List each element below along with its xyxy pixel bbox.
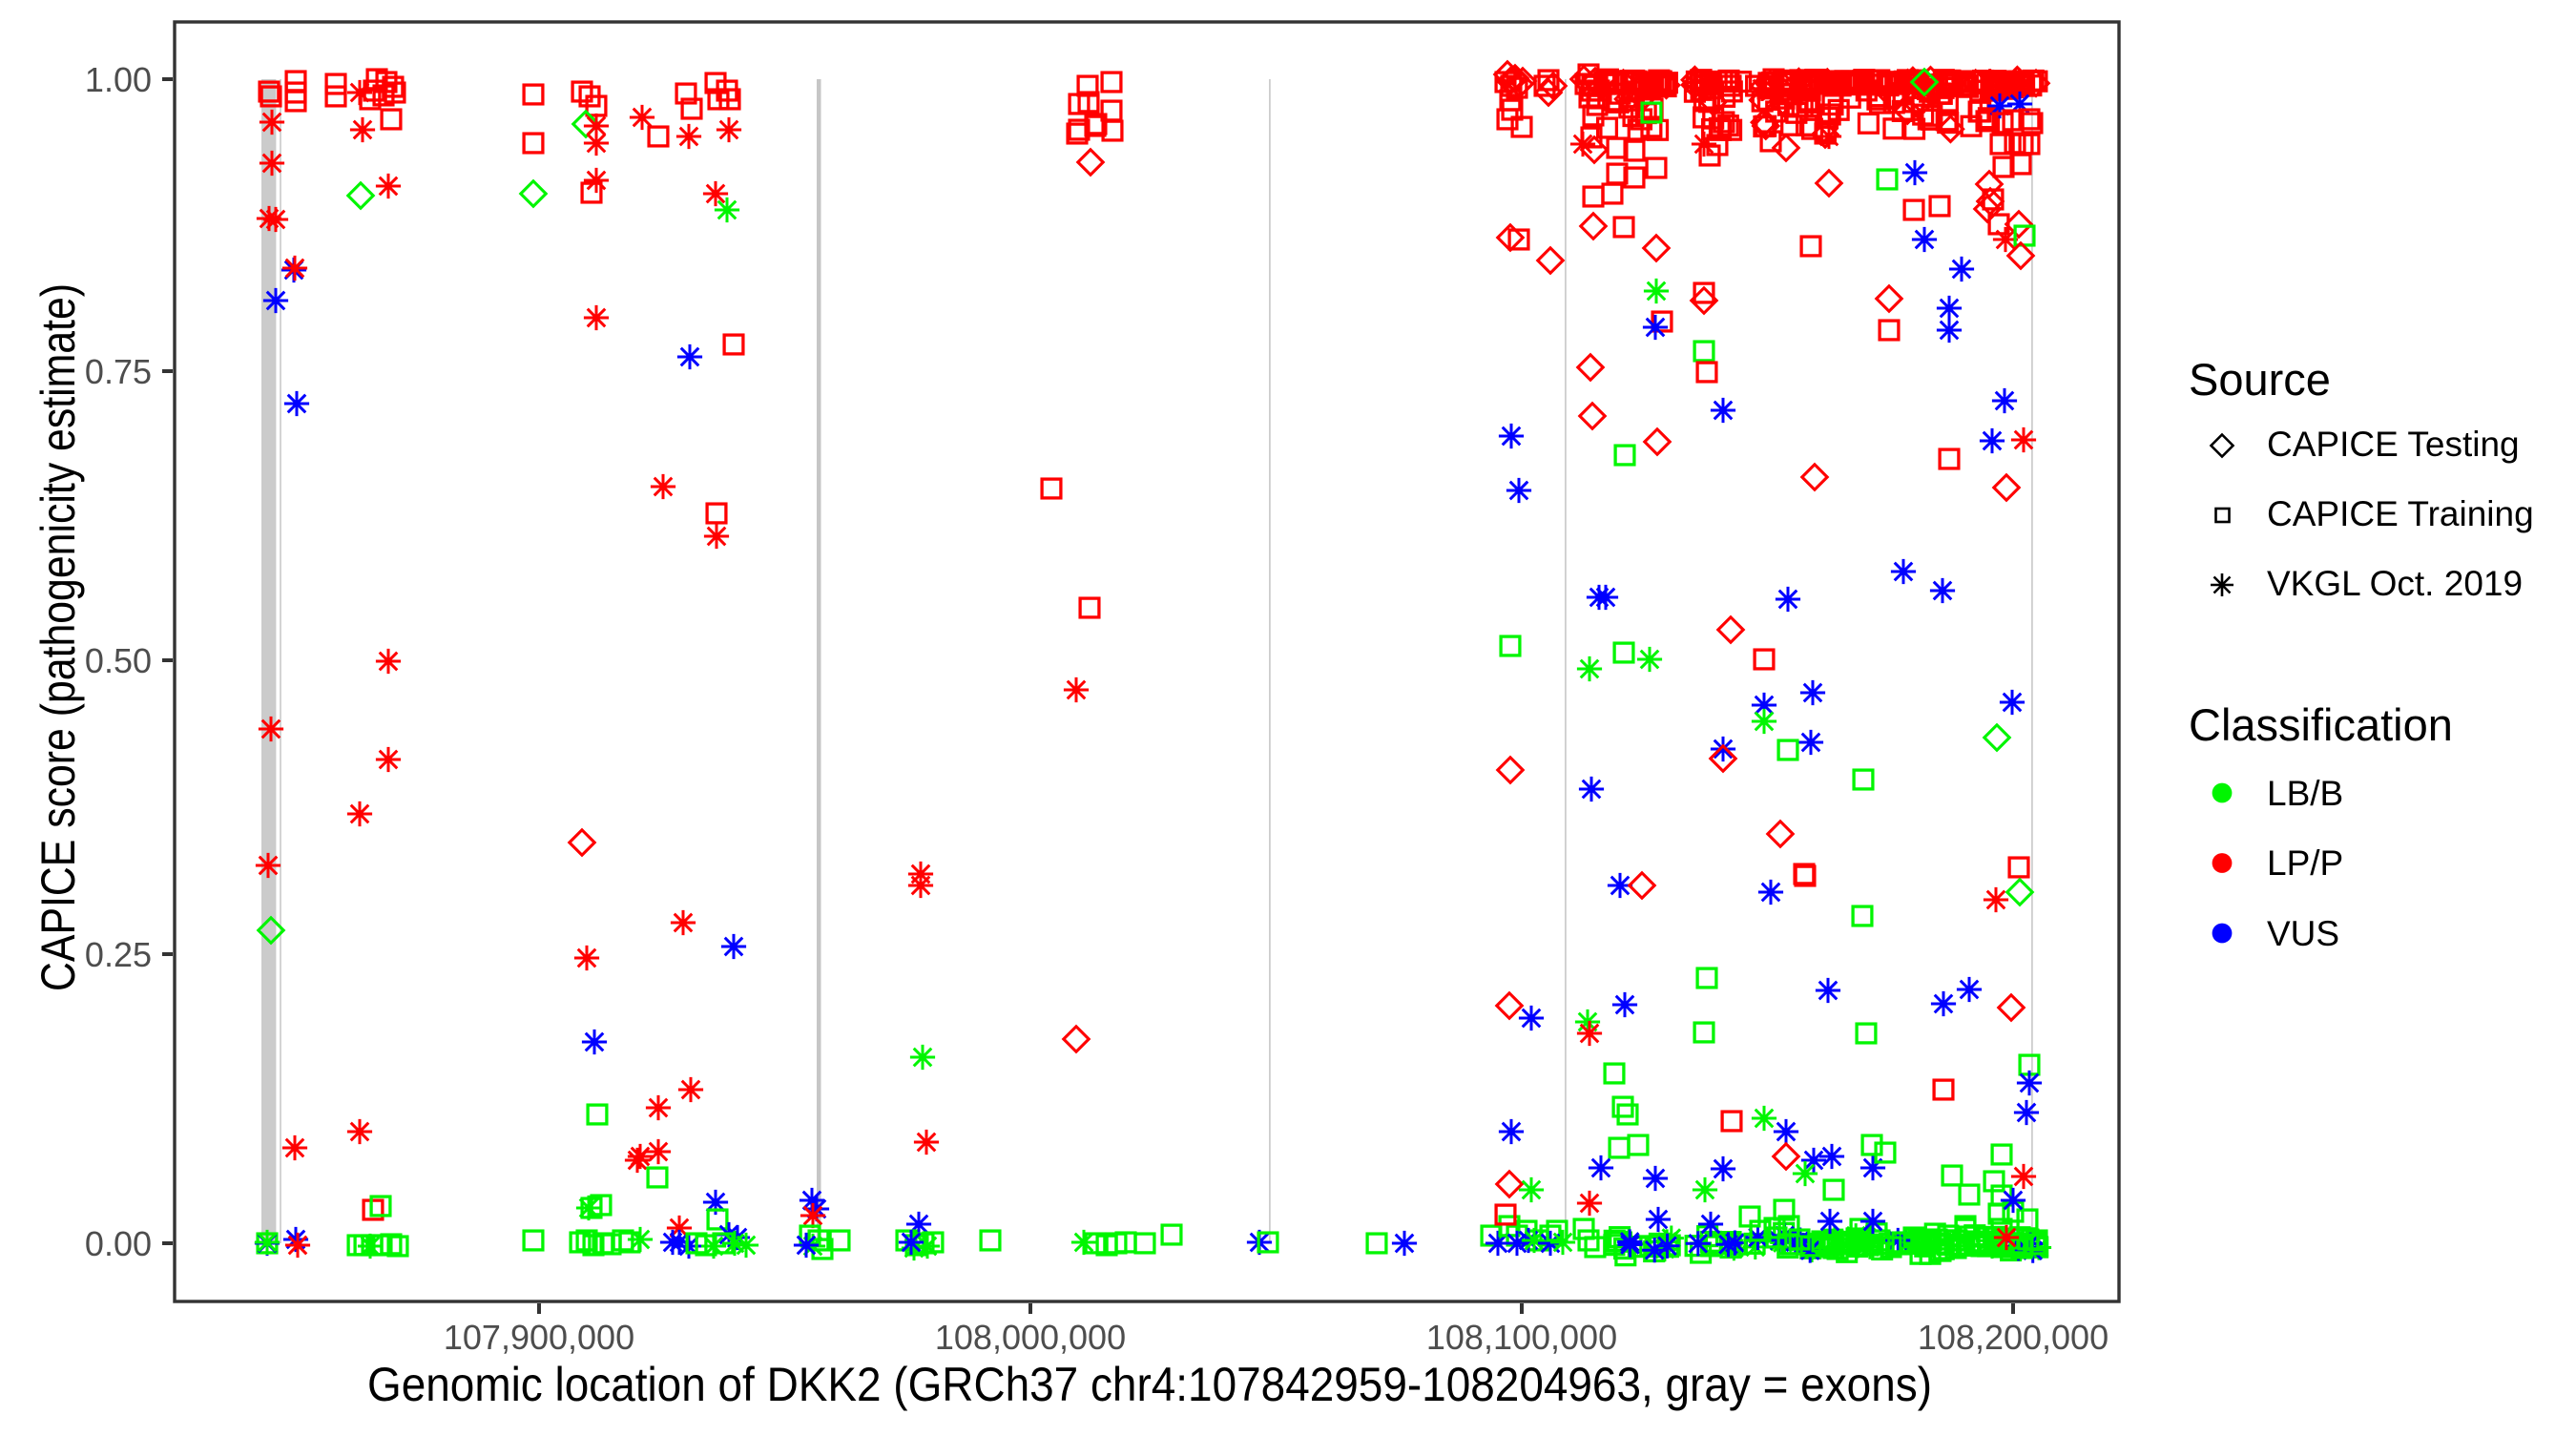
- svg-text:CAPICE Training: CAPICE Training: [2267, 494, 2534, 533]
- svg-text:0.75: 0.75: [85, 352, 152, 391]
- svg-text:0.00: 0.00: [85, 1224, 152, 1263]
- svg-text:Source: Source: [2189, 354, 2331, 405]
- svg-text:108,200,000: 108,200,000: [1918, 1318, 2109, 1357]
- svg-text:CAPICE Testing: CAPICE Testing: [2267, 425, 2520, 464]
- svg-text:CAPICE score (pathogenicity es: CAPICE score (pathogenicity estimate): [31, 283, 85, 991]
- svg-text:0.25: 0.25: [85, 935, 152, 974]
- svg-text:Genomic location of DKK2 (GRCh: Genomic location of DKK2 (GRCh37 chr4:10…: [367, 1358, 1932, 1411]
- svg-text:108,000,000: 108,000,000: [935, 1318, 1126, 1357]
- svg-text:0.50: 0.50: [85, 641, 152, 680]
- svg-text:LP/P: LP/P: [2267, 843, 2343, 883]
- svg-text:VKGL Oct. 2019: VKGL Oct. 2019: [2267, 564, 2523, 603]
- svg-text:108,100,000: 108,100,000: [1426, 1318, 1617, 1357]
- svg-text:1.00: 1.00: [85, 60, 152, 99]
- svg-text:VUS: VUS: [2267, 914, 2339, 953]
- svg-text:107,900,000: 107,900,000: [444, 1318, 634, 1357]
- svg-text:LB/B: LB/B: [2267, 774, 2343, 813]
- svg-text:Classification: Classification: [2189, 699, 2453, 750]
